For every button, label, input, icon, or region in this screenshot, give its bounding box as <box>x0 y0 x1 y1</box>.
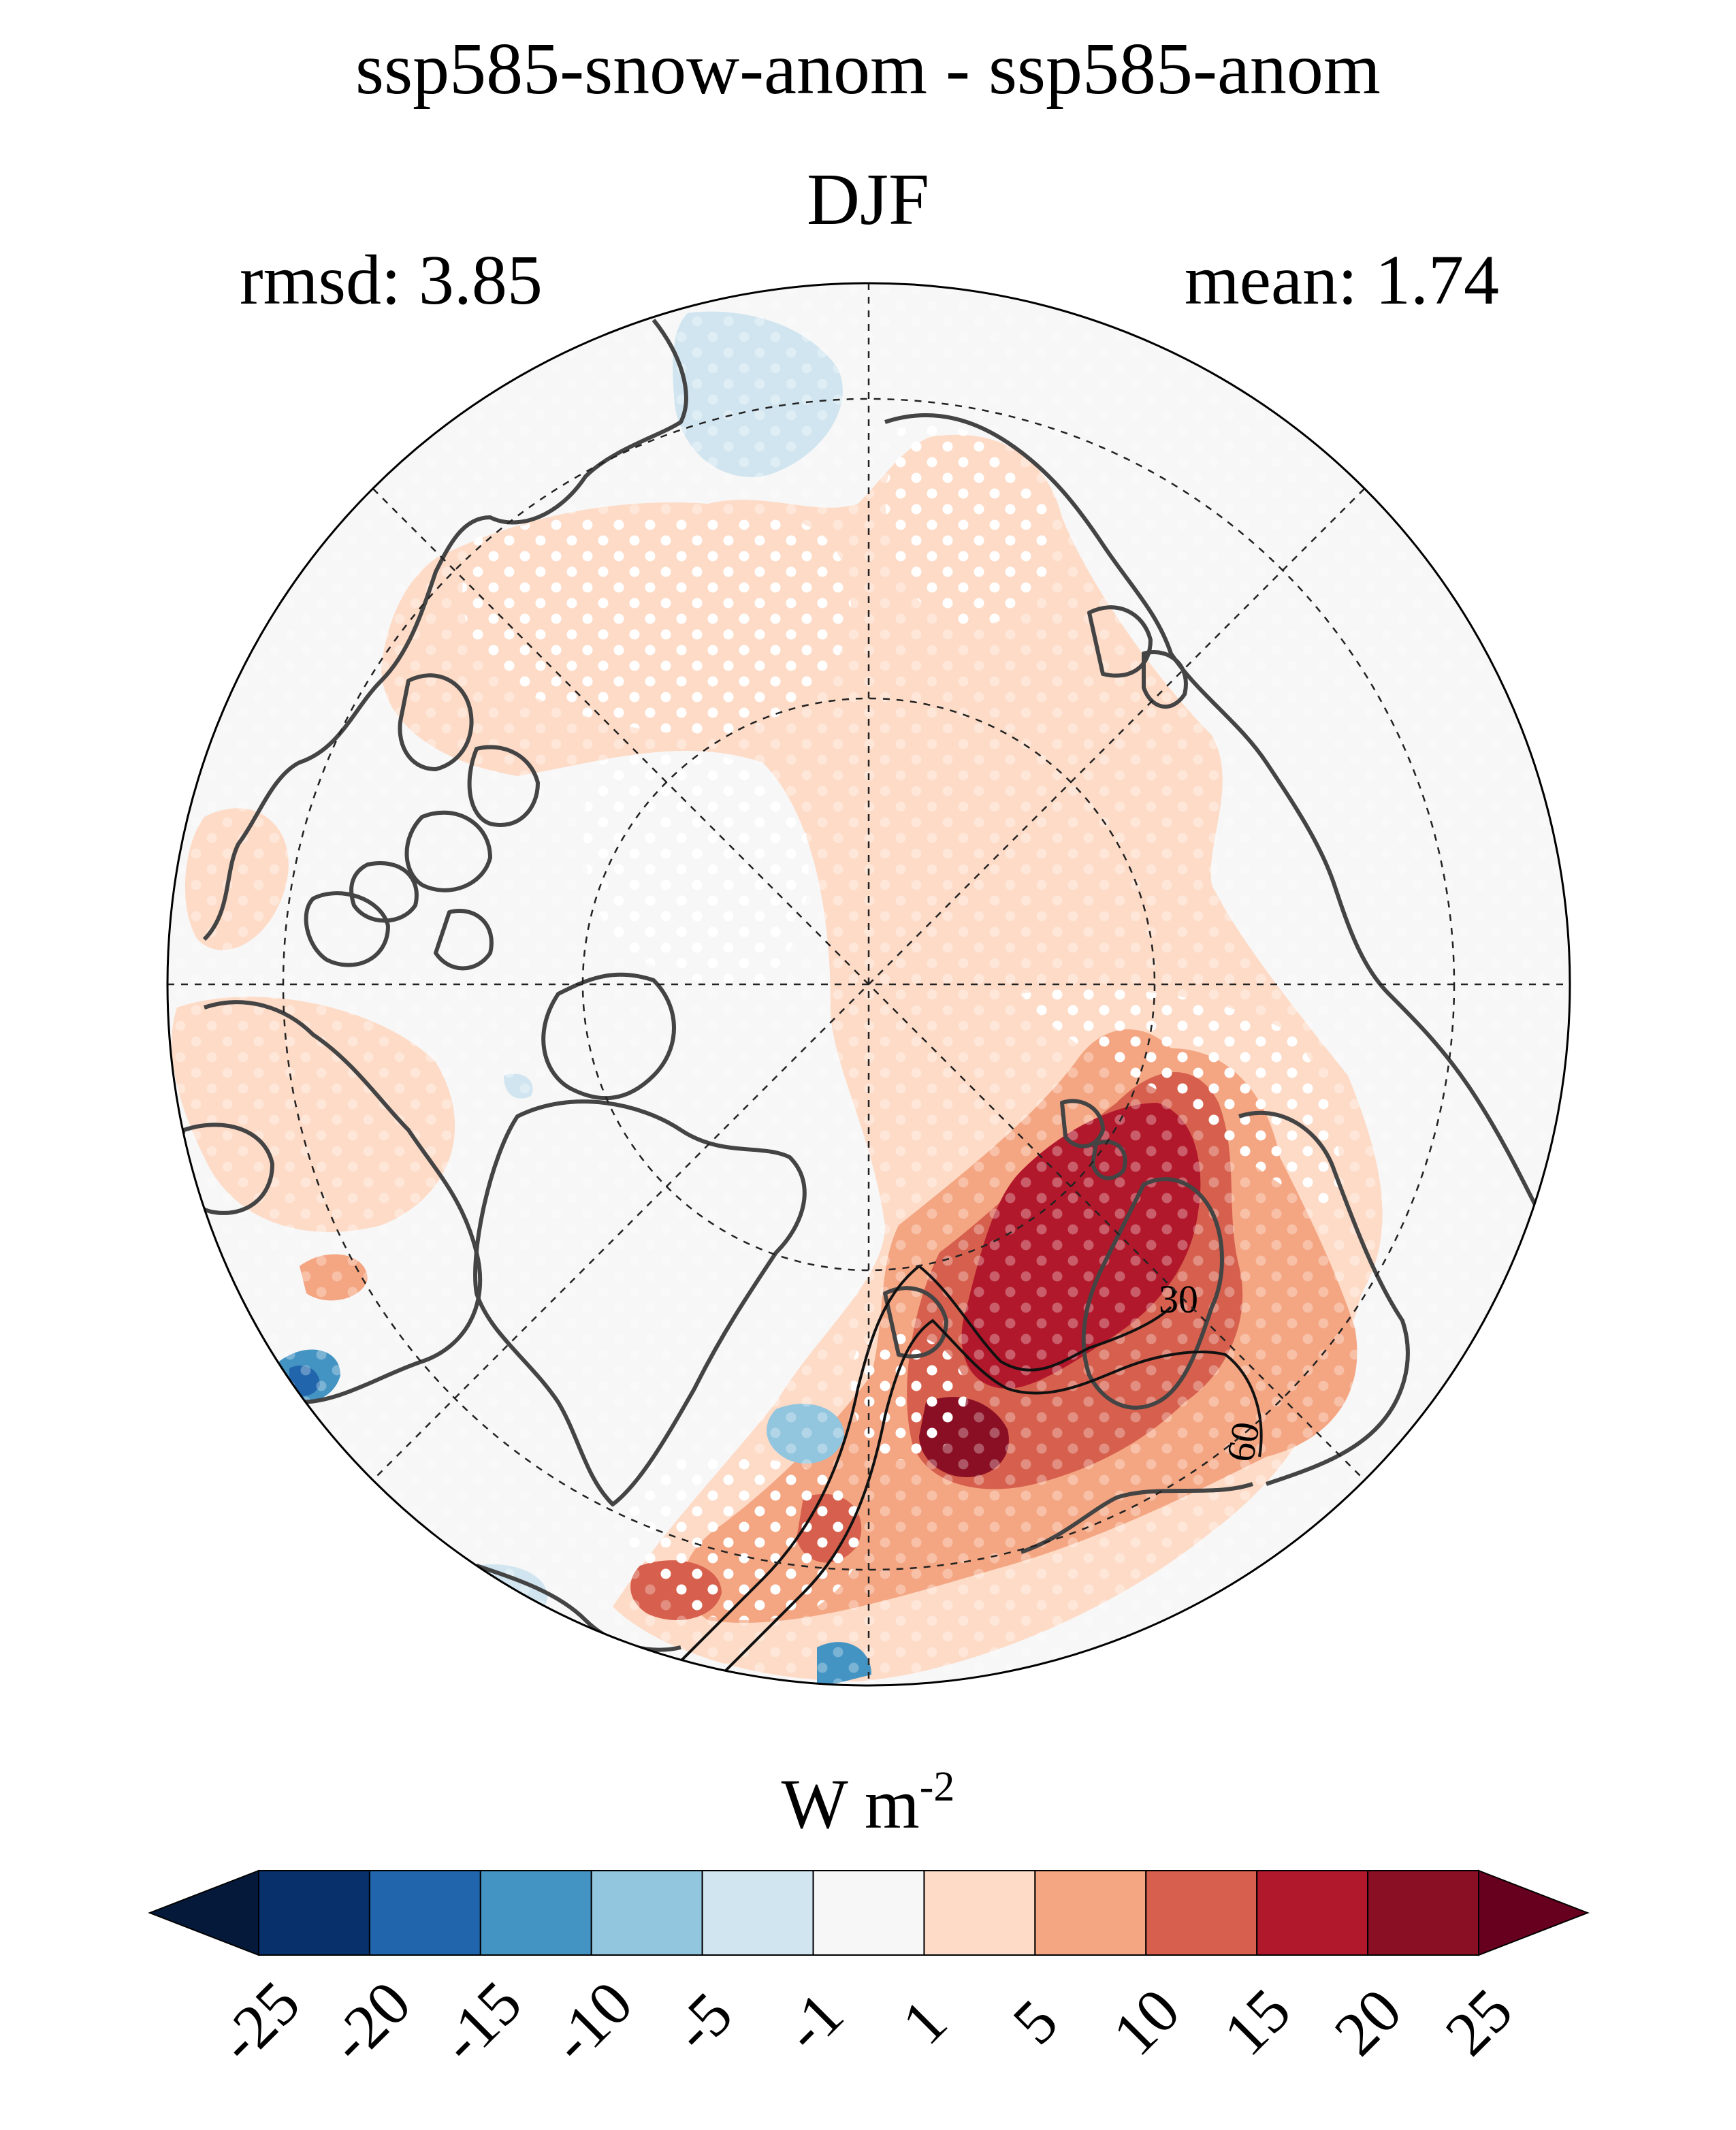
colorbar-tick-label: 1 <box>888 1986 960 2058</box>
coast-greenland <box>473 1099 807 1506</box>
coast-iceland <box>883 1286 948 1359</box>
colorbar-box <box>590 1870 703 1956</box>
coast-canada-islands <box>304 673 540 971</box>
units-base: W m <box>781 1765 920 1843</box>
colorbar-tick-label: 15 <box>1210 1975 1304 2068</box>
map-title: ssp585-snow-anom - ssp585-anom <box>355 29 1381 110</box>
coast-eurasia-north <box>884 413 1541 1213</box>
colorbar-tick-label: 25 <box>1432 1975 1525 2068</box>
meridian-diag-2 <box>372 488 1365 1481</box>
colorbar-box <box>923 1870 1036 1956</box>
coast-europe <box>1238 1110 1410 1486</box>
contour-lines <box>679 1264 1263 1676</box>
contour-label-30: 30 <box>1159 1277 1198 1321</box>
contour-label-60: 60 <box>1218 1419 1268 1465</box>
coast-greenland-west <box>541 972 676 1101</box>
polar-map: 30 60 <box>166 282 1571 1687</box>
colorbar-box <box>812 1870 925 1956</box>
contour-60 <box>720 1319 1263 1676</box>
colorbar-tick-label: -15 <box>426 1968 534 2076</box>
colorbar-box <box>258 1870 370 1956</box>
coast-scandinavia <box>1081 1177 1224 1410</box>
colorbar-box <box>479 1870 592 1956</box>
colorbar-tick-label: -1 <box>770 1979 856 2065</box>
colorbar-tick-label: -20 <box>316 1968 424 2076</box>
colorbar-tick-label: -5 <box>660 1979 745 2065</box>
colorbar-box <box>701 1870 814 1956</box>
colorbar-tick-label: -10 <box>537 1968 645 2076</box>
colorbar-box <box>1256 1870 1369 1956</box>
colorbar-tick-label: 5 <box>999 1986 1071 2058</box>
colorbar-tick-label: 10 <box>1099 1975 1193 2068</box>
graticule <box>167 283 1570 1685</box>
map-border <box>166 282 1571 1687</box>
colorbar-box <box>368 1870 481 1956</box>
colorbar-units: W m-2 <box>0 1763 1736 1845</box>
colorbar-tick-label: 20 <box>1321 1975 1415 2068</box>
mean-label: mean: 1.74 <box>1184 241 1499 319</box>
coast-north-america-east <box>202 319 688 941</box>
colorbar-box <box>1367 1870 1480 1956</box>
coast-east-siberian-islands <box>1087 605 1188 709</box>
rmsd-label: rmsd: 3.85 <box>240 241 543 319</box>
stippling-significant <box>462 425 1340 1621</box>
coast-alaska <box>476 1564 681 1652</box>
colorbar-box <box>1034 1870 1147 1956</box>
coast-europe-south <box>1020 1482 1253 1554</box>
units-exponent: -2 <box>919 1764 955 1810</box>
colorbar-box <box>1145 1870 1258 1956</box>
season-label: DJF <box>806 159 930 240</box>
coast-svalbard <box>1060 1099 1127 1180</box>
colorbar-tick-label: -25 <box>205 1968 313 2076</box>
colorbar-extend-over <box>1478 1869 1590 1956</box>
colorbar-extend-under <box>148 1869 259 1956</box>
contour-30 <box>679 1264 1172 1662</box>
